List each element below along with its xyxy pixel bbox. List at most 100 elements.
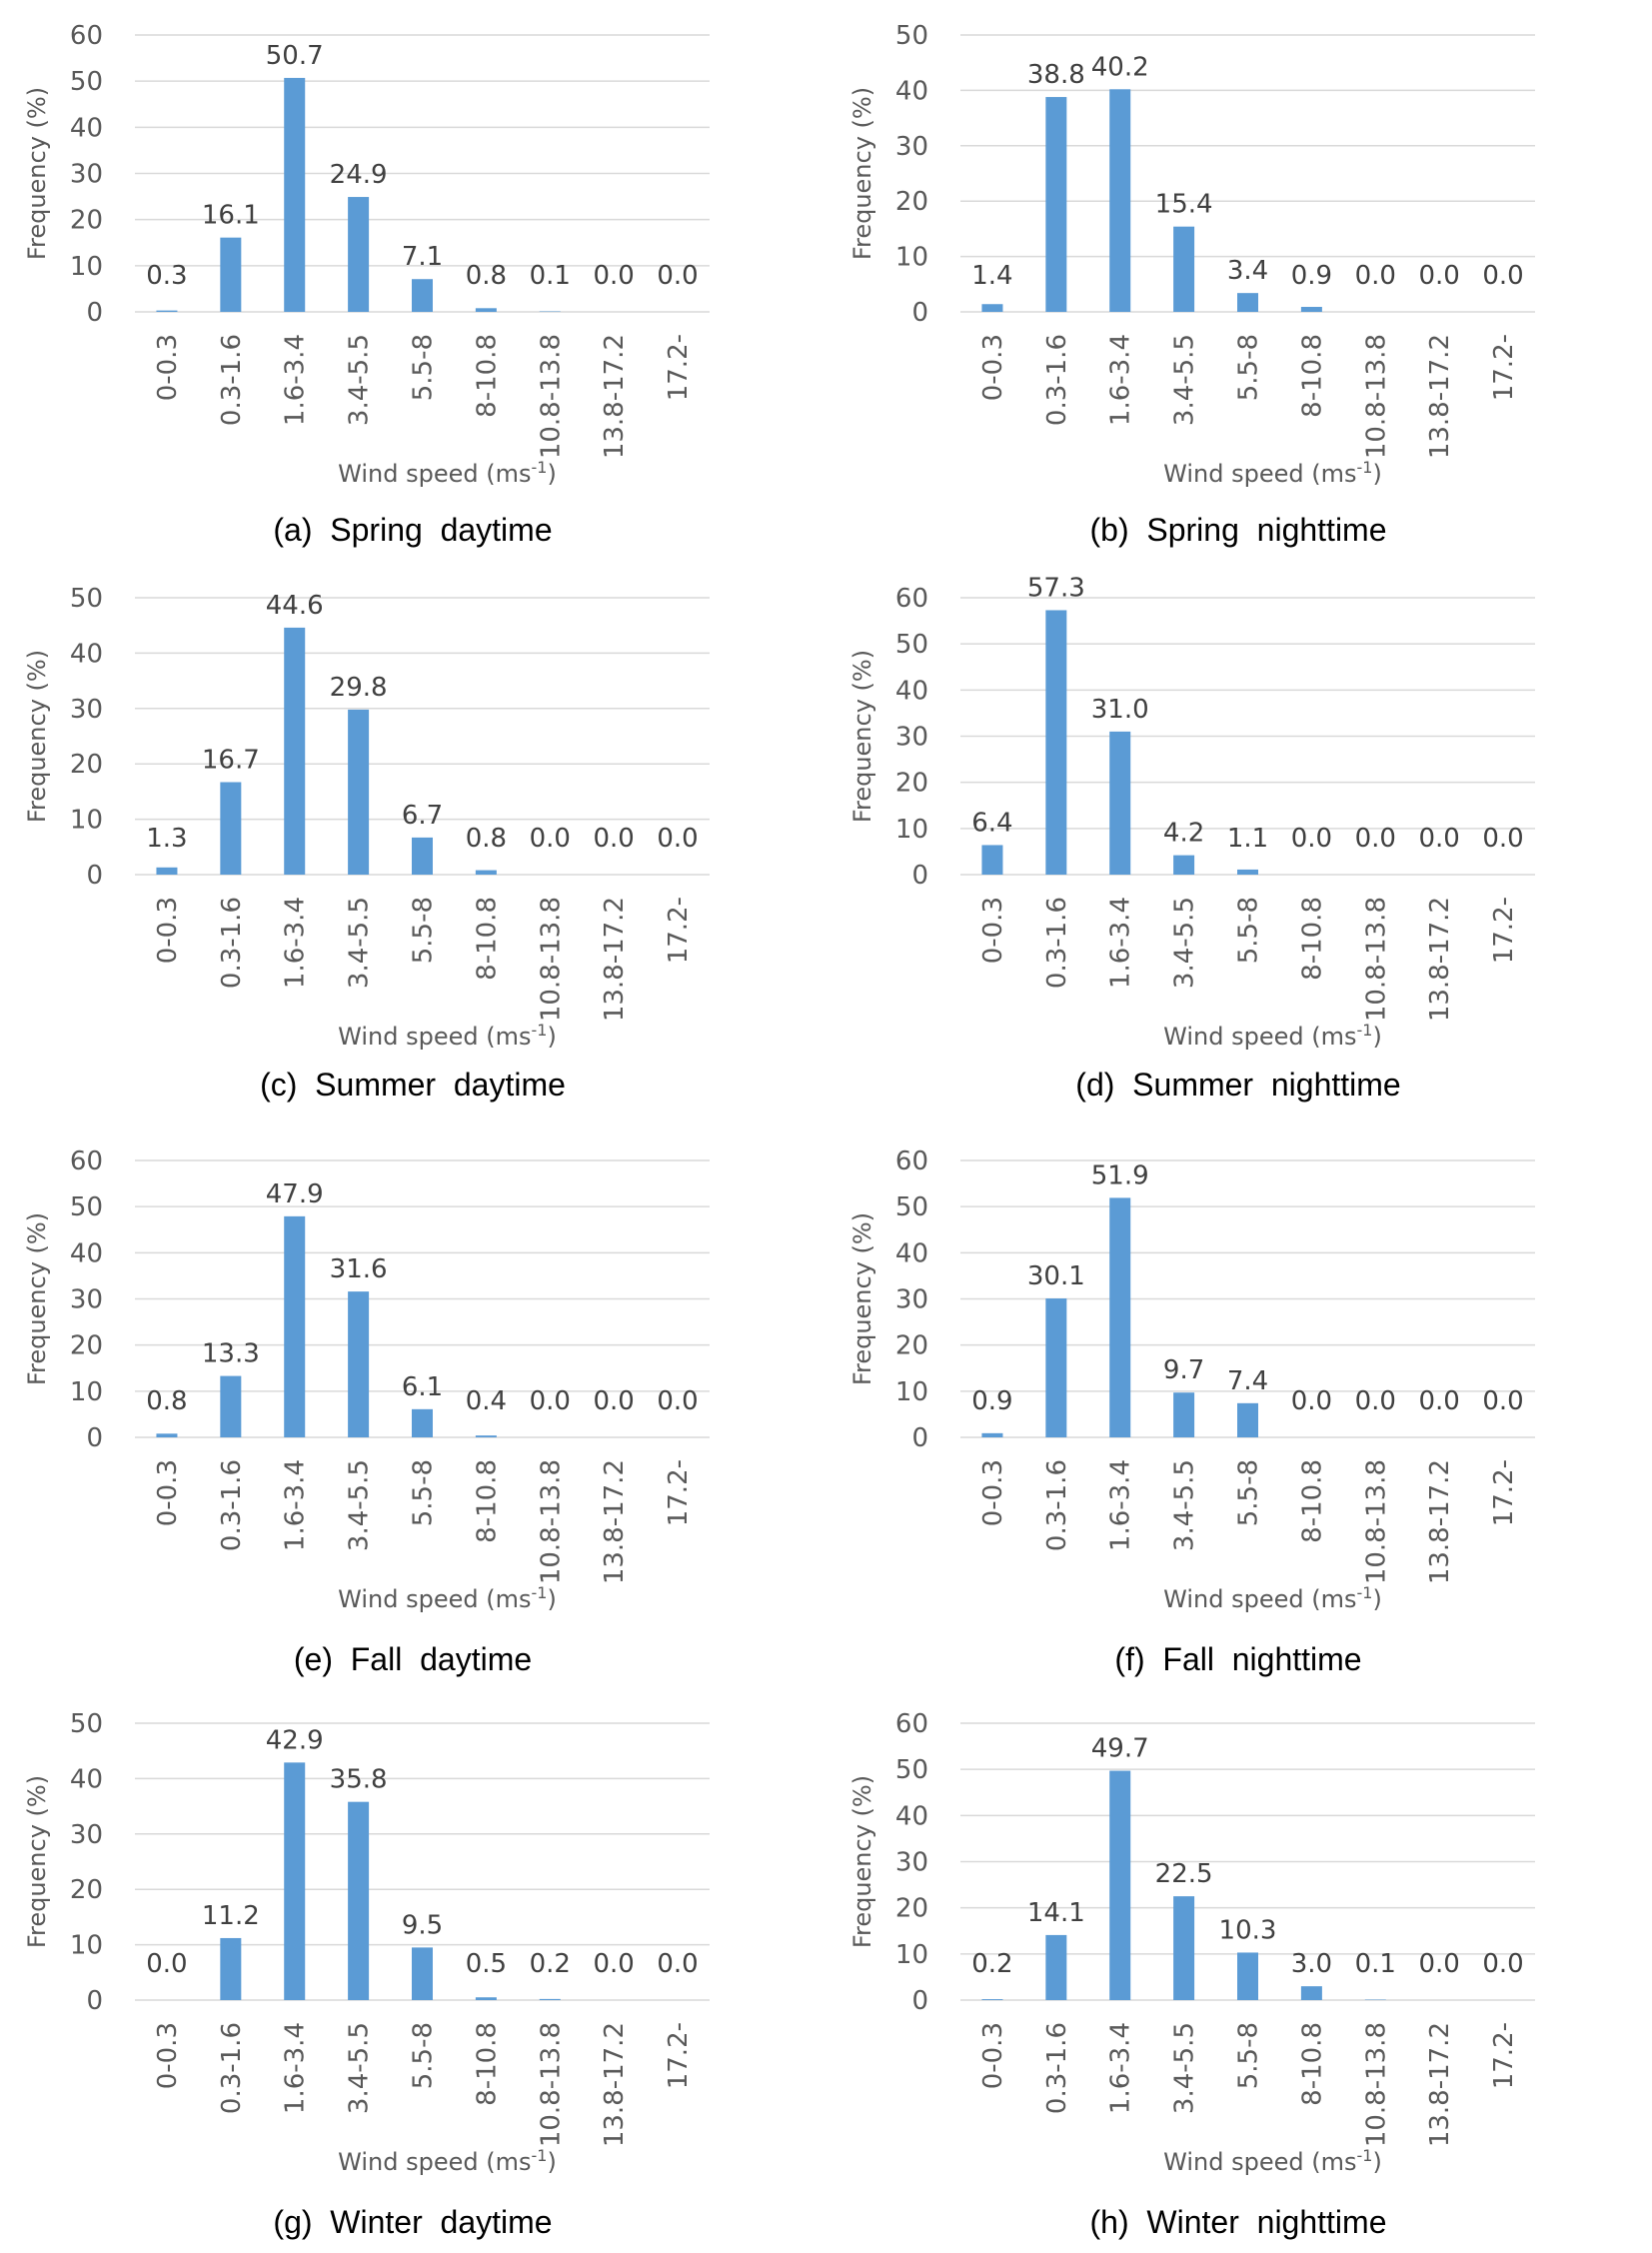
x-tick-label: 5.5-8 [1234, 2022, 1264, 2089]
chart-c-caption: (c) Summer daytime [260, 1067, 566, 1103]
y-tick-label: 30 [70, 695, 103, 725]
data-label: 0.0 [1291, 1386, 1332, 1416]
y-tick-label: 40 [70, 1764, 103, 1794]
data-label: 0.0 [1418, 1949, 1459, 1979]
x-tick-label: 5.5-8 [409, 2022, 439, 2089]
data-label: 0.0 [657, 824, 698, 854]
y-tick-label: 10 [70, 252, 103, 282]
y-tick-label: 10 [895, 1377, 928, 1407]
x-axis-title: Wind speed (ms-1) [338, 1583, 557, 1613]
x-tick-label: 8-10.8 [1297, 2022, 1327, 2106]
bar [284, 1215, 306, 1437]
x-tick-label: 0-0.3 [978, 334, 1008, 401]
bar [220, 237, 242, 312]
data-label: 0.0 [530, 824, 571, 854]
x-axis-title: Wind speed (ms-1) [1163, 2146, 1382, 2176]
data-label: 16.1 [202, 201, 260, 231]
y-tick-label: 40 [70, 113, 103, 143]
data-label: 0.2 [530, 1949, 571, 1979]
chart-e-caption: (e) Fall daytime [293, 1641, 533, 1677]
y-tick-label: 10 [70, 1931, 103, 1961]
data-label: 13.3 [202, 1339, 260, 1369]
bar [412, 1408, 433, 1437]
x-tick-label: 1.6-3.4 [1106, 897, 1136, 989]
data-label: 24.9 [330, 160, 388, 190]
x-tick-label: 10.8-13.8 [1361, 897, 1391, 1022]
x-tick-label: 8-10.8 [472, 334, 502, 418]
chart-d-caption: (d) Summer nighttime [1075, 1067, 1401, 1103]
y-tick-label: 50 [70, 1192, 103, 1222]
y-tick-label: 40 [895, 1238, 928, 1268]
y-tick-label: 30 [895, 723, 928, 753]
y-tick-label: 50 [895, 630, 928, 660]
chart-e-svg: 0 10 20 30 40 50 60 0.8 0-0.3 13.3 0.3-1.6 47.9 1.6-… [23, 1146, 710, 1613]
y-axis-title: Frequency (%) [848, 1775, 876, 1948]
x-tick-label: 13.8-17.2 [600, 334, 630, 459]
chart-f-caption: (f) Fall nighttime [1114, 1641, 1362, 1677]
bar [220, 1937, 242, 2000]
bar [981, 1432, 1003, 1437]
y-tick-label: 20 [70, 750, 103, 780]
y-tick-label: 10 [895, 1940, 928, 1970]
x-tick-label: 3.4-5.5 [1170, 1459, 1200, 1551]
bar [156, 1433, 178, 1437]
y-tick-label: 30 [70, 1820, 103, 1850]
data-label: 0.4 [466, 1386, 507, 1416]
x-tick-label: 3.4-5.5 [1170, 334, 1200, 426]
x-tick-label: 0.3-1.6 [217, 2022, 247, 2114]
bar [348, 1801, 370, 2000]
data-label: 51.9 [1091, 1160, 1149, 1190]
x-tick-label: 3.4-5.5 [1170, 897, 1200, 989]
bar [348, 1291, 370, 1437]
bar [1300, 307, 1322, 312]
y-tick-label: 20 [895, 1894, 928, 1924]
bar [1237, 869, 1258, 875]
chart-a-svg: 0 10 20 30 40 50 60 0.3 0-0.3 16.1 0.3-1.6 50.7 1.6-… [23, 21, 710, 488]
y-tick-label: 60 [895, 1146, 928, 1176]
data-label: 6.1 [402, 1372, 443, 1402]
x-tick-label: 8-10.8 [472, 897, 502, 981]
y-tick-label: 20 [70, 1331, 103, 1361]
x-tick-label: 3.4-5.5 [345, 1459, 375, 1551]
data-label: 0.5 [466, 1949, 507, 1979]
x-tick-label: 5.5-8 [1234, 1459, 1264, 1526]
bar [1109, 731, 1131, 875]
chart-h-svg: 0 10 20 30 40 50 60 0.2 0-0.3 14.1 0.3-1.6 49.7 1.6-… [848, 1709, 1535, 2176]
x-axis-title: Wind speed (ms-1) [338, 1021, 557, 1051]
y-tick-label: 60 [895, 1709, 928, 1739]
y-axis-title: Frequency (%) [23, 650, 51, 823]
bar [475, 308, 497, 312]
x-tick-label: 8-10.8 [1297, 897, 1327, 981]
bar [1109, 89, 1131, 313]
bar [220, 1375, 242, 1437]
x-tick-label: 5.5-8 [1234, 897, 1264, 964]
bar [475, 870, 497, 875]
x-tick-label: 8-10.8 [1297, 334, 1327, 418]
bar [1109, 1197, 1131, 1437]
data-label: 0.0 [1355, 261, 1396, 291]
x-tick-label: 5.5-8 [409, 897, 439, 964]
x-tick-label: 10.8-13.8 [1361, 1459, 1391, 1584]
x-tick-label: 10.8-13.8 [1361, 2022, 1391, 2147]
x-tick-label: 5.5-8 [1234, 334, 1264, 401]
y-tick-label: 20 [895, 187, 928, 217]
data-label: 40.2 [1091, 52, 1149, 82]
chart-h-caption: (h) Winter nighttime [1089, 2204, 1387, 2240]
y-tick-label: 10 [70, 1377, 103, 1407]
x-tick-label: 1.6-3.4 [281, 2022, 311, 2114]
y-axis-title: Frequency (%) [848, 650, 876, 823]
x-tick-label: 17.2- [664, 2022, 694, 2089]
y-tick-label: 50 [70, 1709, 103, 1739]
bar [1237, 293, 1258, 312]
y-tick-label: 10 [70, 806, 103, 836]
x-tick-label: 0-0.3 [153, 334, 183, 401]
y-tick-label: 0 [86, 298, 103, 328]
data-label: 31.0 [1091, 695, 1149, 725]
bar [348, 197, 370, 312]
data-label: 0.0 [1418, 824, 1459, 854]
y-tick-label: 40 [895, 76, 928, 106]
chart-panel-g: 0 10 20 30 40 50 0.0 0-0.3 11.2 0.3-1.6 42.9 1.6-3.… [0, 1688, 826, 2251]
bar [220, 782, 242, 875]
y-tick-label: 20 [70, 1875, 103, 1905]
x-tick-label: 0.3-1.6 [1042, 897, 1072, 989]
